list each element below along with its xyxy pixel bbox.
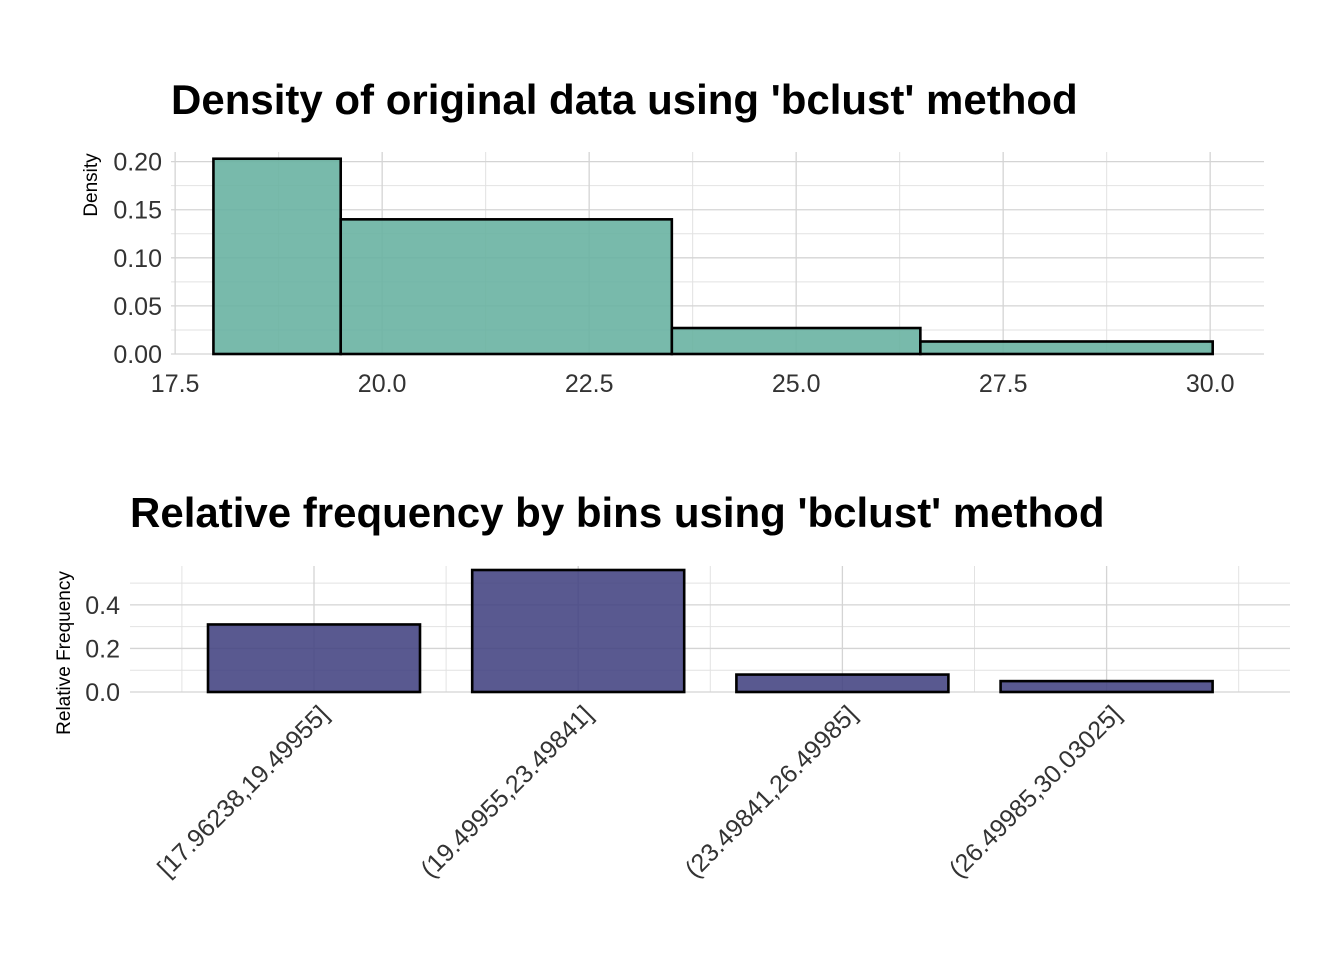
- relative-frequency-x-tick-label: (26.49985,30.03025]: [944, 700, 1127, 883]
- density-bars: [212, 157, 1214, 356]
- relative-frequency-chart: Relative frequency by bins using 'bclust…: [54, 489, 1290, 883]
- density-y-tick-label: 0.00: [113, 341, 162, 369]
- density-x-tick-label: 20.0: [358, 370, 407, 398]
- density-bar: [919, 340, 1214, 356]
- density-x-tick-label: 17.5: [151, 370, 200, 398]
- density-bar: [212, 157, 343, 356]
- density-bar: [339, 218, 674, 356]
- density-x-tick-label: 30.0: [1186, 370, 1235, 398]
- density-x-tick-label: 22.5: [565, 370, 614, 398]
- density-x-tick-label: 27.5: [979, 370, 1028, 398]
- relative-frequency-x-tick-label: (19.49955,23.49841]: [415, 700, 598, 883]
- relative-frequency-bar: [735, 673, 950, 694]
- relative-frequency-bar: [470, 568, 686, 694]
- density-y-ticks: 0.00 0.05 0.10 0.15 0.20: [113, 149, 162, 369]
- density-bar: [670, 326, 922, 356]
- relative-frequency-x-tick-label: [17.96238,19.49955]: [152, 700, 334, 882]
- relative-frequency-y-axis-label: Relative Frequency: [54, 571, 75, 735]
- relative-frequency-chart-title: Relative frequency by bins using 'bclust…: [130, 489, 1105, 536]
- density-y-tick-label: 0.15: [113, 197, 162, 225]
- relative-frequency-y-tick-label: 0.2: [85, 635, 120, 663]
- relative-frequency-y-ticks: 0.0 0.2 0.4: [85, 592, 120, 707]
- relative-frequency-bars: [206, 568, 1214, 694]
- density-y-tick-label: 0.20: [113, 149, 162, 177]
- relative-frequency-y-tick-label: 0.4: [85, 592, 120, 620]
- density-y-tick-label: 0.10: [113, 245, 162, 273]
- density-y-axis-label: Density: [81, 153, 102, 217]
- density-chart-title: Density of original data using 'bclust' …: [171, 76, 1078, 123]
- relative-frequency-bar: [206, 623, 422, 694]
- density-x-ticks: 17.5 20.0 22.5 25.0 27.5 30.0: [151, 370, 1235, 398]
- relative-frequency-y-tick-label: 0.0: [85, 679, 120, 707]
- density-x-tick-label: 25.0: [772, 370, 821, 398]
- relative-frequency-x-tick-label: (23.49841,26.49985]: [680, 700, 863, 883]
- relative-frequency-bar: [999, 679, 1214, 694]
- relative-frequency-x-ticks: [17.96238,19.49955] (19.49955,23.49841] (2…: [152, 700, 1127, 883]
- density-y-tick-label: 0.05: [113, 293, 162, 321]
- density-chart: Density of original data using 'bclust' …: [81, 76, 1264, 398]
